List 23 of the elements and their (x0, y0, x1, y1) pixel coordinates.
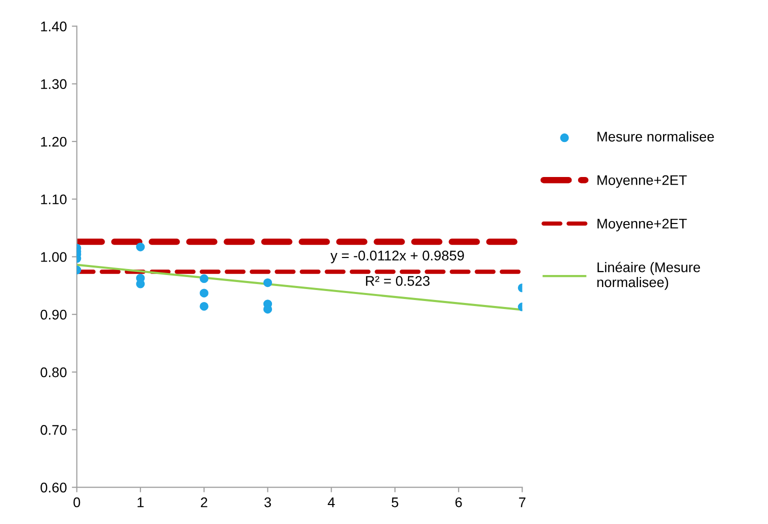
y-tick-label: 1.40 (41, 22, 67, 32)
x-tick-label: 1 (138, 498, 144, 508)
y-tick-label: 1.00 (41, 252, 67, 262)
annotation: R² = 0.523 (366, 276, 430, 286)
y-tick-label: 0.90 (40, 310, 67, 320)
y-tick-label: 0.60 (40, 482, 67, 492)
x-tick-label: 0 (73, 497, 80, 508)
y-tick-label: 1.30 (41, 79, 67, 90)
x-tick-label: 2 (200, 497, 208, 508)
x-tick-label: 6 (455, 497, 462, 508)
legend-label: Moyenne+2ET (598, 218, 687, 232)
legend-label: Linéaire (Mesure normalisee) (597, 262, 700, 290)
y-tick-label: 1.20 (41, 136, 67, 147)
x-tick-label: 5 (392, 498, 398, 508)
legend-label: Mesure normalisee (598, 131, 714, 142)
legend-label: Moyenne+2ET (598, 175, 687, 188)
y-tick-label: 0.70 (40, 425, 67, 435)
x-tick-label: 7 (519, 498, 526, 508)
y-tick-label: 0.80 (40, 367, 67, 378)
x-tick-label: 3 (264, 497, 271, 508)
annotation: y = -0.0112x + 0.9859 (330, 250, 464, 264)
x-tick-label: 4 (328, 498, 335, 508)
y-tick-label: 1.10 (41, 194, 67, 204)
